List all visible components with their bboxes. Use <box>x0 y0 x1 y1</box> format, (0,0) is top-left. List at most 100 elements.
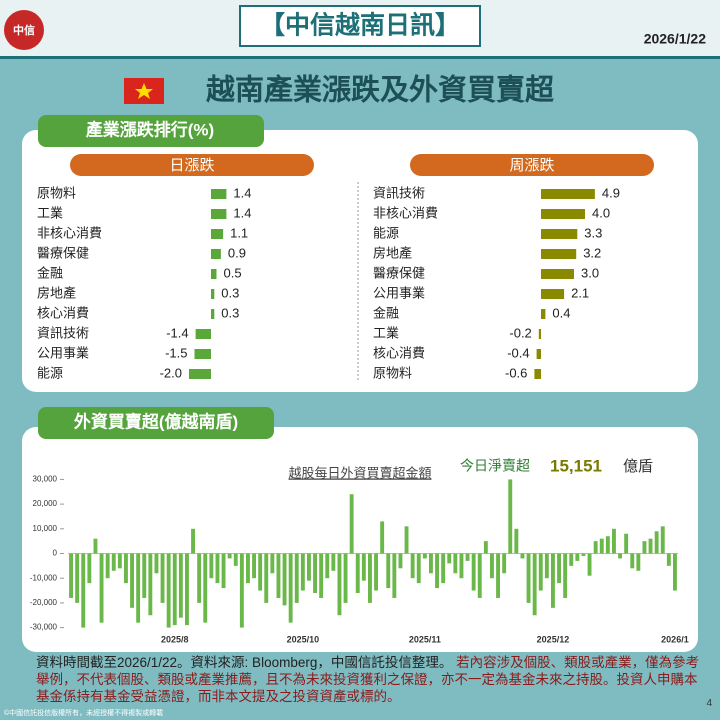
bar <box>557 553 562 584</box>
bar <box>264 553 269 603</box>
subtitle: 日漲跌 <box>169 157 214 174</box>
value-label: 0.5 <box>224 265 242 280</box>
bar <box>306 553 311 581</box>
page-number: 4 <box>706 698 712 709</box>
bar <box>532 553 537 616</box>
disclaimer: 若內容涉及個股、類股或產業，僅為參考舉例，不代表個股、類股或產業推薦，且不為未來… <box>36 655 700 704</box>
bar <box>541 229 578 239</box>
bar <box>325 553 330 579</box>
bar <box>514 528 519 554</box>
value-label: 4.9 <box>602 185 620 200</box>
subtitle-tab <box>410 154 654 176</box>
bar <box>550 553 555 608</box>
x-tick-label: 2025/10 <box>287 634 320 644</box>
bar <box>435 553 440 589</box>
category-label: 核心消費 <box>37 305 89 320</box>
section-tab <box>38 115 264 147</box>
bar <box>288 553 293 623</box>
footnote: 資料時間截至2026/1/22。資料來源: Bloomberg，中國信託投信整理… <box>36 654 704 705</box>
category-label: 房地產 <box>37 285 76 300</box>
category-label: 資訊技術 <box>373 185 425 200</box>
category-label: 原物料 <box>373 365 412 380</box>
bar <box>136 553 141 623</box>
flag-star <box>135 83 153 99</box>
value-label: -2.0 <box>160 365 182 380</box>
bar <box>209 553 214 579</box>
bar <box>541 209 585 219</box>
bar <box>410 553 415 579</box>
category-label: 原物料 <box>37 185 76 200</box>
value-label: -1.4 <box>166 325 188 340</box>
category-label: 非核心消費 <box>373 205 438 220</box>
bar <box>489 553 494 579</box>
bar <box>211 289 215 299</box>
bar <box>624 533 629 554</box>
bar <box>215 553 220 584</box>
x-tick-label: 2025/8 <box>161 634 189 644</box>
bar <box>211 189 227 199</box>
y-tick-label: 20,000 <box>33 499 58 508</box>
section-tab <box>38 407 274 439</box>
bar <box>541 249 577 259</box>
bar <box>194 349 211 359</box>
annotation-unit: 億盾 <box>623 458 653 475</box>
value-label: 2.1 <box>571 285 589 300</box>
bar <box>99 553 104 623</box>
panel <box>22 130 698 392</box>
bar <box>587 553 592 576</box>
bar <box>386 553 391 589</box>
bar <box>447 553 452 564</box>
bar <box>483 541 488 554</box>
bar <box>536 349 541 359</box>
category-label: 醫療保健 <box>373 265 425 280</box>
y-tick-label: 30,000 <box>33 475 58 484</box>
bar <box>477 553 482 598</box>
bar <box>648 538 653 554</box>
bar <box>538 553 543 591</box>
value-label: -1.5 <box>165 345 187 360</box>
value-label: 1.4 <box>233 185 251 200</box>
bar <box>105 553 110 579</box>
bar <box>672 553 677 591</box>
bar <box>282 553 287 606</box>
bar <box>142 553 147 598</box>
bar <box>599 538 604 554</box>
bar <box>211 209 227 219</box>
bar <box>422 553 427 559</box>
bar <box>313 553 318 594</box>
y-tick-label: 0 <box>53 549 58 558</box>
bar <box>471 553 476 591</box>
bar <box>398 553 403 569</box>
logo-text: 中信 <box>13 23 35 37</box>
bar <box>404 526 409 554</box>
bar <box>195 329 211 339</box>
bar <box>538 329 541 339</box>
bar <box>380 521 385 554</box>
bar <box>233 553 238 566</box>
value-label: 0.3 <box>221 305 239 320</box>
bar <box>203 553 208 623</box>
chart-title: 越股每日外資買賣超金額 <box>288 465 431 480</box>
bar <box>160 553 165 603</box>
bar <box>496 553 501 598</box>
bar <box>294 553 299 603</box>
bar <box>642 541 647 554</box>
x-tick-label: 2025/12 <box>537 634 570 644</box>
bar <box>374 553 379 591</box>
bar <box>575 553 580 561</box>
bar <box>605 536 610 554</box>
bar <box>319 553 324 598</box>
bar <box>227 553 232 559</box>
category-label: 能源 <box>373 225 399 240</box>
bar <box>93 538 98 554</box>
section-title: 產業漲跌排行(%) <box>86 119 214 139</box>
source-note: 資料時間截至2026/1/22。資料來源: Bloomberg，中國信託投信整理… <box>36 655 453 670</box>
x-tick-label: 2026/1 <box>661 634 689 644</box>
bar <box>211 269 217 279</box>
bar <box>111 553 116 571</box>
value-label: 4.0 <box>592 205 610 220</box>
bar <box>300 553 305 591</box>
bar <box>544 553 549 579</box>
category-label: 工業 <box>373 325 399 340</box>
